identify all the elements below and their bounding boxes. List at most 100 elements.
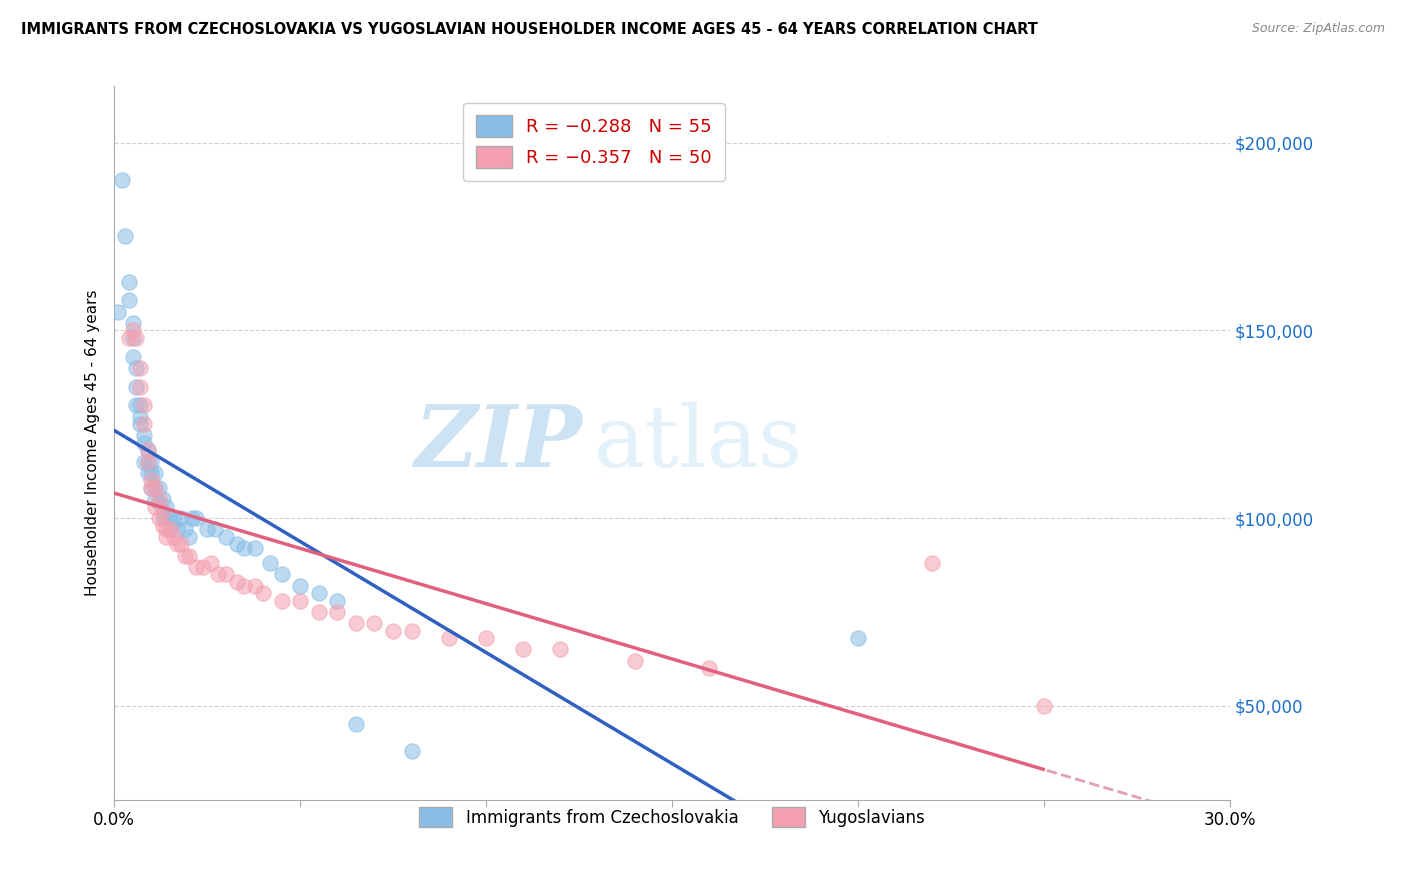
Point bbox=[136, 443, 159, 458]
Point bbox=[148, 511, 170, 525]
Point bbox=[207, 567, 229, 582]
Point bbox=[288, 593, 311, 607]
Point bbox=[143, 492, 166, 507]
Point bbox=[177, 530, 200, 544]
Point bbox=[143, 481, 166, 495]
Point bbox=[512, 642, 534, 657]
Point bbox=[121, 331, 143, 345]
Point bbox=[166, 537, 188, 551]
Point bbox=[697, 661, 720, 675]
Point bbox=[132, 417, 155, 432]
Point bbox=[141, 466, 163, 480]
Point bbox=[163, 530, 186, 544]
Point bbox=[159, 511, 181, 525]
Point bbox=[308, 586, 330, 600]
Point bbox=[129, 398, 152, 412]
Point bbox=[233, 541, 256, 555]
Point bbox=[148, 481, 170, 495]
Point bbox=[111, 173, 134, 187]
Point bbox=[1032, 698, 1054, 713]
Point bbox=[125, 331, 148, 345]
Point bbox=[118, 275, 141, 289]
Point bbox=[141, 474, 163, 488]
Point bbox=[118, 293, 141, 308]
Point bbox=[326, 593, 349, 607]
Point bbox=[141, 481, 163, 495]
Point bbox=[132, 398, 155, 412]
Point bbox=[163, 511, 186, 525]
Point bbox=[129, 360, 152, 375]
Text: ZIP: ZIP bbox=[415, 401, 582, 484]
Point bbox=[132, 455, 155, 469]
Point bbox=[143, 466, 166, 480]
Point bbox=[170, 511, 193, 525]
Point bbox=[152, 492, 174, 507]
Text: atlas: atlas bbox=[593, 401, 803, 484]
Point bbox=[173, 522, 195, 536]
Point bbox=[129, 379, 152, 393]
Point bbox=[136, 443, 159, 458]
Point bbox=[125, 398, 148, 412]
Point bbox=[141, 455, 163, 469]
Point bbox=[118, 331, 141, 345]
Point bbox=[550, 642, 572, 657]
Point bbox=[204, 522, 226, 536]
Point bbox=[225, 537, 247, 551]
Point bbox=[132, 428, 155, 442]
Point bbox=[270, 567, 292, 582]
Point bbox=[159, 522, 181, 536]
Point bbox=[143, 500, 166, 514]
Point bbox=[184, 511, 207, 525]
Point bbox=[233, 578, 256, 592]
Point bbox=[114, 229, 136, 244]
Point bbox=[121, 350, 143, 364]
Point bbox=[155, 511, 177, 525]
Text: Source: ZipAtlas.com: Source: ZipAtlas.com bbox=[1251, 22, 1385, 36]
Point bbox=[148, 496, 170, 510]
Point bbox=[166, 522, 188, 536]
Point bbox=[623, 654, 645, 668]
Point bbox=[129, 417, 152, 432]
Point bbox=[344, 717, 367, 731]
Point bbox=[363, 616, 385, 631]
Point bbox=[136, 466, 159, 480]
Point bbox=[184, 559, 207, 574]
Point bbox=[401, 624, 423, 638]
Point bbox=[152, 511, 174, 525]
Point bbox=[152, 503, 174, 517]
Point bbox=[215, 530, 238, 544]
Point bbox=[107, 304, 129, 318]
Point bbox=[121, 323, 143, 337]
Point bbox=[401, 744, 423, 758]
Point bbox=[148, 492, 170, 507]
Point bbox=[270, 593, 292, 607]
Point bbox=[245, 578, 267, 592]
Point bbox=[181, 511, 204, 525]
Point bbox=[136, 455, 159, 469]
Point bbox=[382, 624, 405, 638]
Point bbox=[136, 455, 159, 469]
Point bbox=[173, 549, 195, 563]
Y-axis label: Householder Income Ages 45 - 64 years: Householder Income Ages 45 - 64 years bbox=[86, 290, 100, 596]
Point bbox=[475, 631, 498, 645]
Text: IMMIGRANTS FROM CZECHOSLOVAKIA VS YUGOSLAVIAN HOUSEHOLDER INCOME AGES 45 - 64 YE: IMMIGRANTS FROM CZECHOSLOVAKIA VS YUGOSL… bbox=[21, 22, 1038, 37]
Point bbox=[159, 522, 181, 536]
Point bbox=[129, 409, 152, 424]
Point bbox=[195, 522, 218, 536]
Point bbox=[245, 541, 267, 555]
Point bbox=[308, 605, 330, 619]
Point bbox=[141, 481, 163, 495]
Point bbox=[344, 616, 367, 631]
Legend: Immigrants from Czechoslovakia, Yugoslavians: Immigrants from Czechoslovakia, Yugoslav… bbox=[412, 800, 932, 834]
Point bbox=[437, 631, 460, 645]
Point bbox=[125, 379, 148, 393]
Point bbox=[921, 556, 943, 570]
Point bbox=[143, 481, 166, 495]
Point bbox=[152, 518, 174, 533]
Point bbox=[259, 556, 281, 570]
Point bbox=[155, 530, 177, 544]
Point bbox=[846, 631, 869, 645]
Point bbox=[225, 574, 247, 589]
Point bbox=[170, 537, 193, 551]
Point bbox=[155, 522, 177, 536]
